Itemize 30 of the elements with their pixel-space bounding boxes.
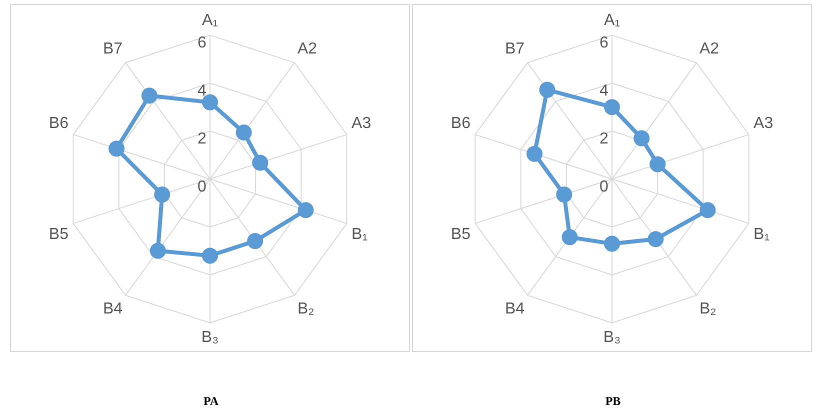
- y-tick-label: 0: [198, 178, 207, 196]
- spoke-label: B₁: [352, 226, 368, 243]
- text: PA: [202, 394, 220, 409]
- spoke-label: B₃: [603, 328, 621, 346]
- y-tick-label: 4: [600, 82, 609, 100]
- spoke-label: B7: [504, 40, 525, 58]
- spoke-label: A3: [754, 114, 774, 132]
- spoke-label: A₁: [604, 12, 620, 30]
- text: PB: [604, 394, 622, 409]
- spoke-label: B6: [450, 114, 471, 132]
- spoke-label: A₁: [202, 12, 218, 30]
- spoke-label: B5: [48, 226, 69, 243]
- spoke-label: B₂: [297, 300, 314, 318]
- spoke-label: A3: [352, 114, 372, 132]
- spoke-label: B5: [450, 226, 471, 243]
- y-tick-label: 2: [600, 130, 609, 148]
- spoke-label: B₃: [201, 328, 219, 346]
- y-tick-label: 2: [198, 130, 207, 148]
- spoke-label: B₂: [699, 300, 716, 318]
- spoke-label: A2: [297, 40, 318, 58]
- spoke-label: B7: [102, 40, 123, 58]
- spoke-label: B₁: [754, 226, 770, 243]
- y-tick-label: 6: [198, 34, 207, 52]
- y-tick-label: 4: [198, 82, 207, 100]
- spoke-label: B4: [504, 300, 525, 318]
- y-tick-label: 6: [600, 34, 609, 52]
- spoke-label: B6: [48, 114, 69, 132]
- y-tick-label: 0: [600, 178, 609, 196]
- spoke-label: A2: [699, 40, 720, 58]
- spoke-label: B4: [102, 300, 123, 318]
